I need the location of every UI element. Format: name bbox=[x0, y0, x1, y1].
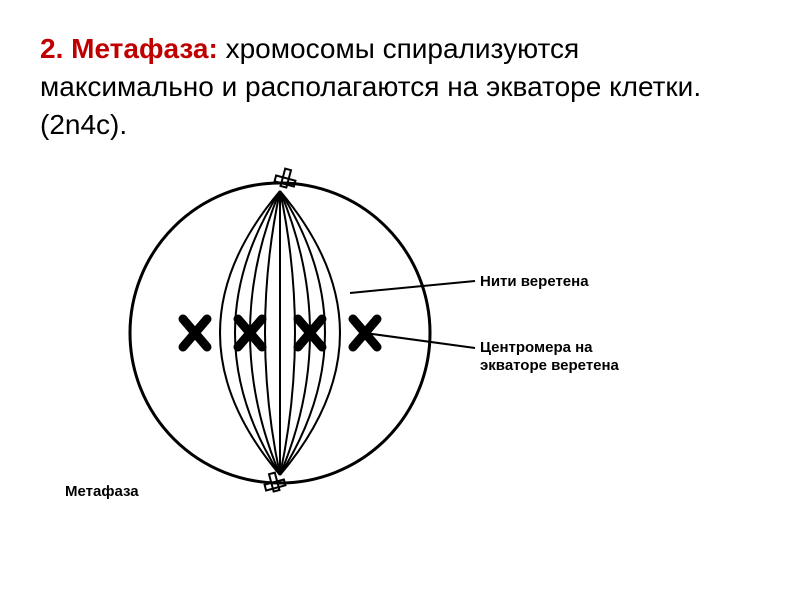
cell-svg bbox=[100, 153, 660, 513]
callout-centromere-line1: Центромера на bbox=[480, 339, 593, 356]
metaphase-diagram: Нити веретена Центромера на экваторе вер… bbox=[100, 153, 660, 513]
callout-centromere: Центромера на экваторе веретена bbox=[480, 339, 619, 374]
callout-centromere-line2: экваторе веретена bbox=[480, 357, 619, 374]
heading-colon: : bbox=[209, 33, 218, 64]
heading: 2. Метафаза: хромосомы спирализуются мак… bbox=[40, 30, 760, 143]
diagram-caption: Метафаза bbox=[65, 483, 139, 500]
callout-spindle: Нити веретена bbox=[480, 273, 589, 290]
spindle-fibers bbox=[220, 191, 340, 475]
heading-title: Метафаза bbox=[71, 33, 208, 64]
heading-number: 2. bbox=[40, 33, 63, 64]
